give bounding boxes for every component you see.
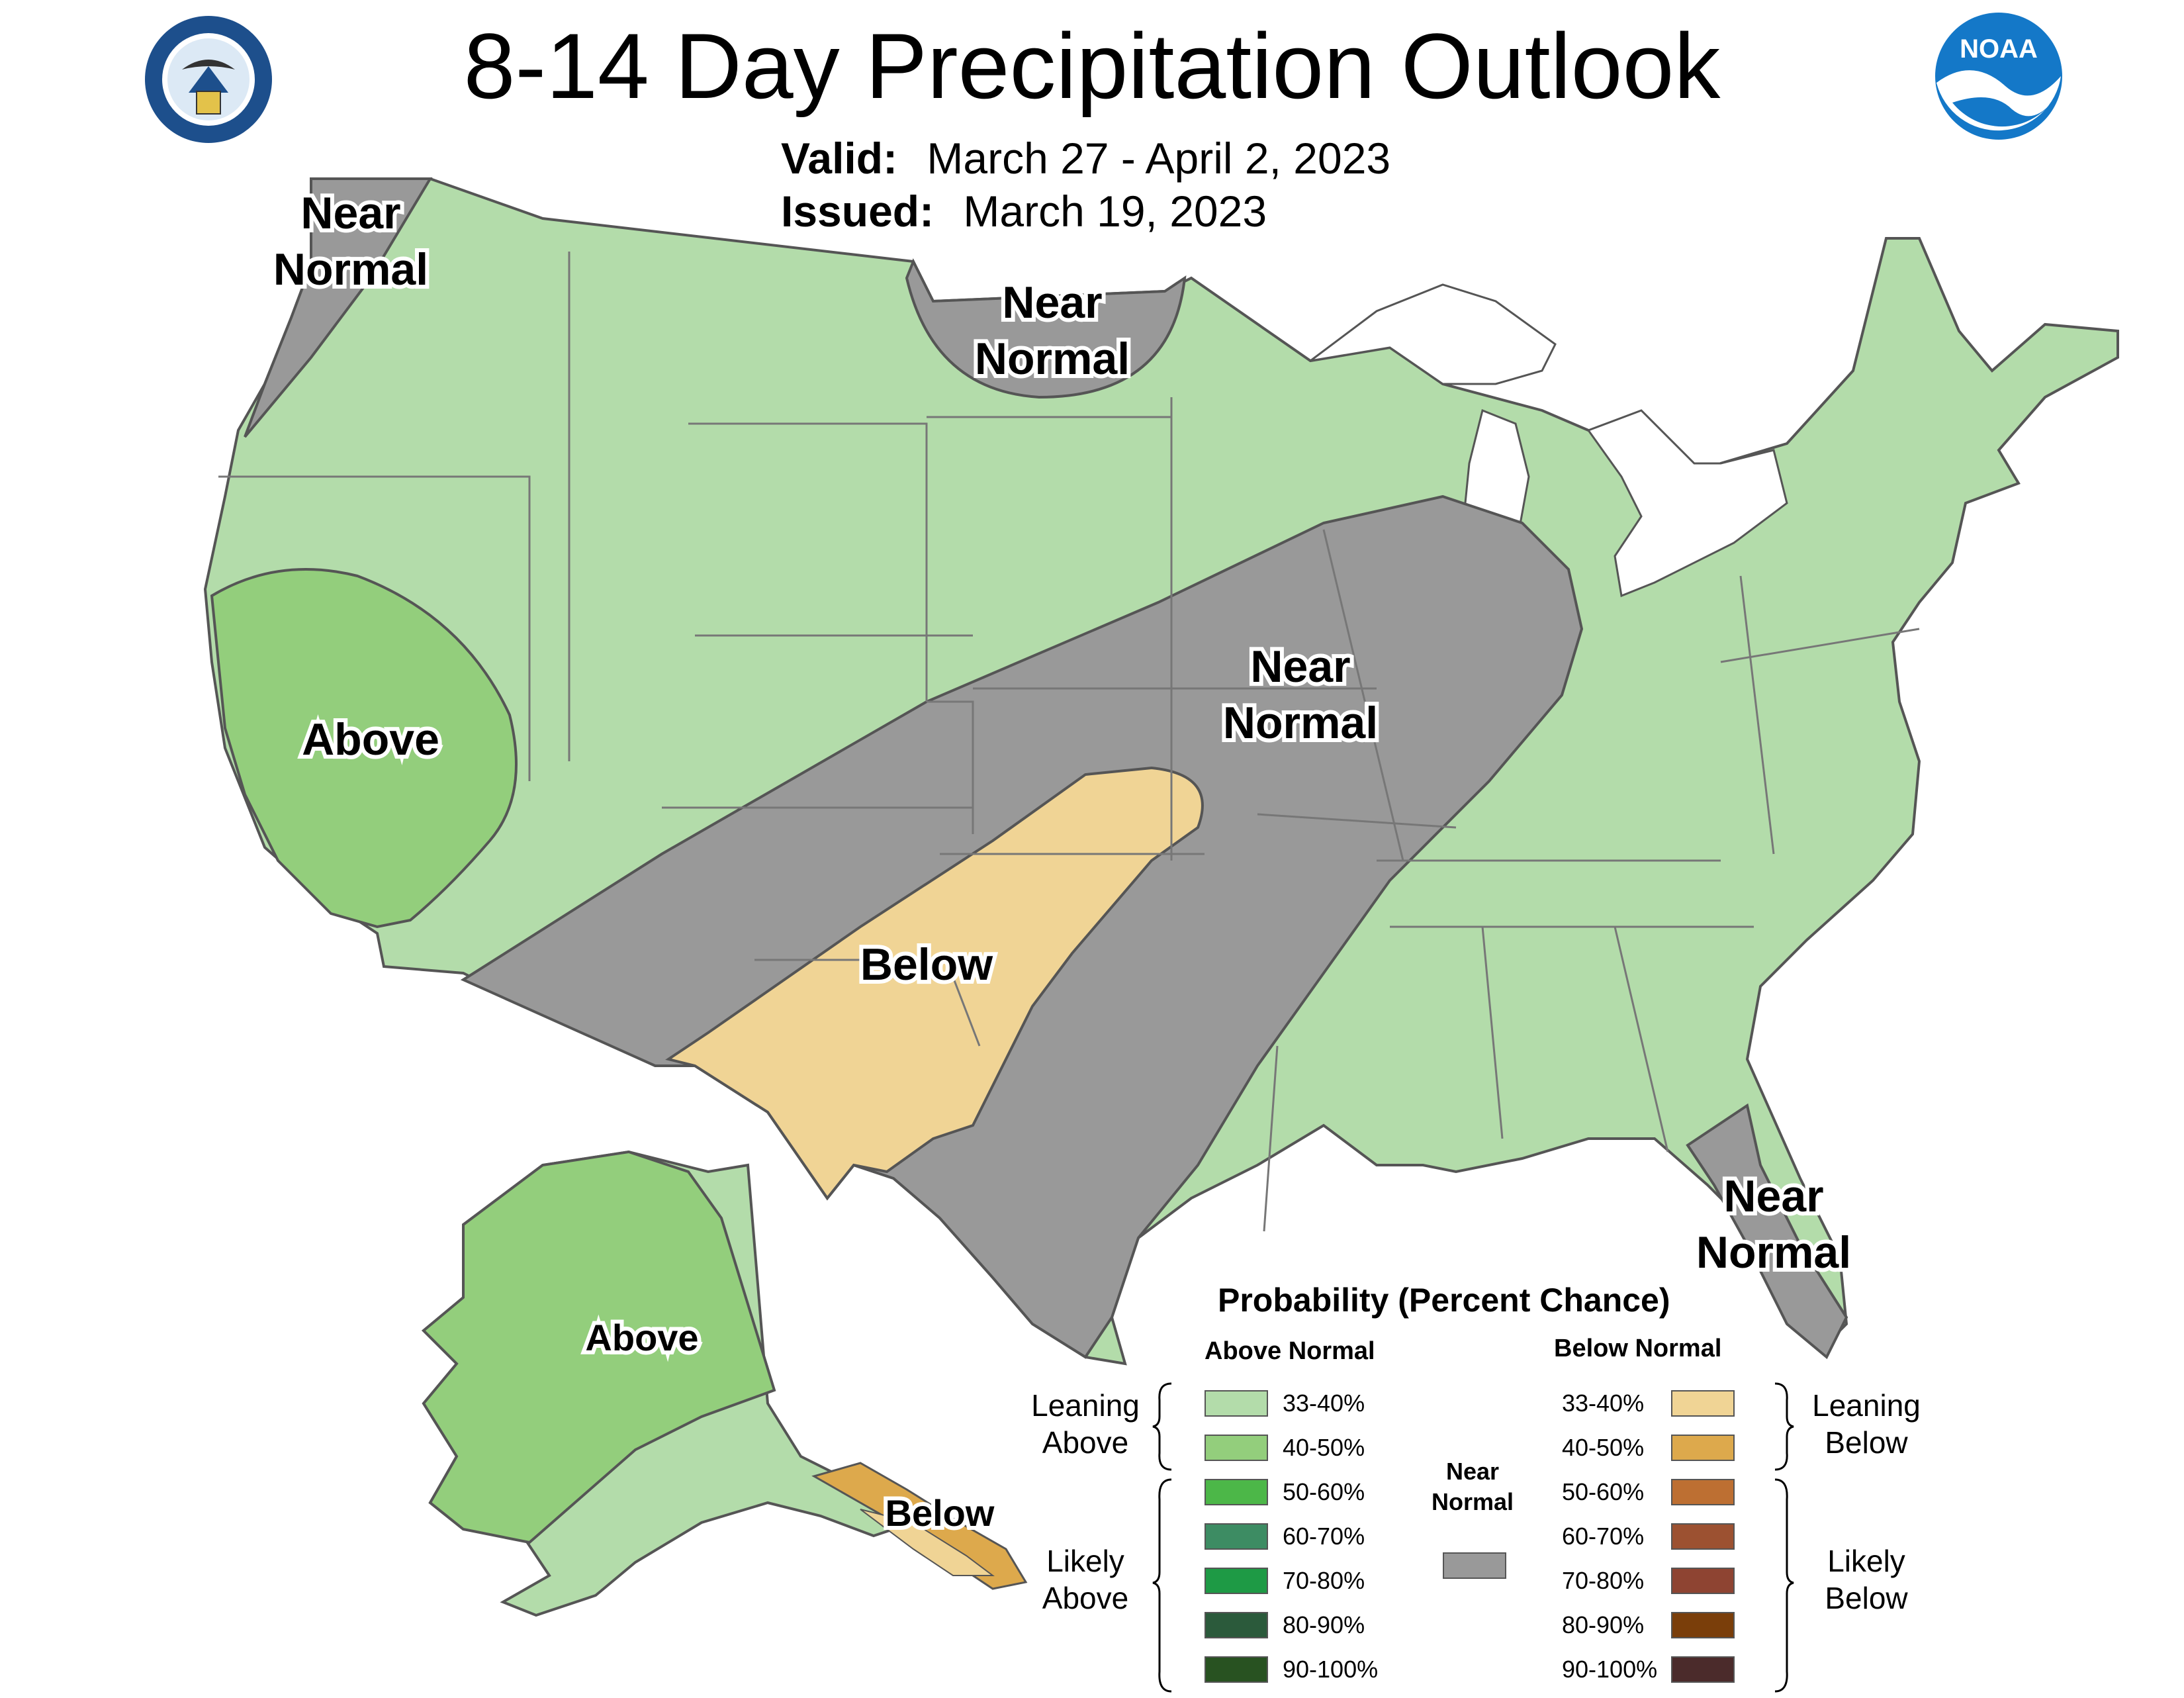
legend-above-label: 40-50% xyxy=(1283,1434,1365,1461)
florida-near-normal-region xyxy=(1686,1103,1848,1360)
legend-below-label: 80-90% xyxy=(1562,1611,1645,1638)
likely-below-line1: Likely xyxy=(1827,1544,1905,1578)
legend-above-swatch xyxy=(1205,1568,1268,1594)
alaska-panhandle-light-below xyxy=(860,1509,995,1576)
legend-above-label: 80-90% xyxy=(1283,1611,1365,1638)
northwest-label-line1: Near xyxy=(300,188,400,238)
legend-below-label: 33-40% xyxy=(1562,1390,1645,1417)
legend-above-swatch xyxy=(1205,1656,1268,1683)
leaning-above-line1: Leaning xyxy=(1031,1388,1140,1423)
southwest-below-region xyxy=(665,766,1204,1201)
great-lakes xyxy=(1310,283,1557,385)
florida-label-line1: Near xyxy=(1723,1171,1823,1221)
legend-below-swatch xyxy=(1671,1435,1735,1461)
legend-above-swatch xyxy=(1205,1435,1268,1461)
valid-label: Valid: xyxy=(781,134,898,183)
leaning-below-line2: Below xyxy=(1825,1425,1908,1460)
legend-above-label: 70-80% xyxy=(1283,1567,1365,1594)
likely-below-line2: Below xyxy=(1825,1581,1908,1615)
legend-below-list: 33-40% 40-50% 50-60% 60-70% 70-80% 80-90% 90-1… xyxy=(1549,1390,1760,1695)
florida-label-line2: Normal xyxy=(1696,1227,1851,1278)
legend-above-swatch xyxy=(1205,1390,1268,1417)
north-central-near-normal-region xyxy=(905,258,1187,399)
leaning-above-line2: Above xyxy=(1042,1425,1129,1460)
north-central-label-line1: Near xyxy=(1002,277,1102,328)
below-braces xyxy=(1774,1382,1794,1693)
legend-below-swatch xyxy=(1671,1612,1735,1638)
northwest-label-line2: Normal xyxy=(273,244,428,295)
california-label: Above xyxy=(302,714,439,765)
issued-label: Issued: xyxy=(781,187,934,236)
legend-above-header: Above Normal xyxy=(1205,1337,1375,1365)
likely-above-line2: Above xyxy=(1042,1581,1129,1615)
legend-below-swatch xyxy=(1671,1390,1735,1417)
legend-below-label: 40-50% xyxy=(1562,1434,1645,1461)
lake-huron-erie-ontario xyxy=(1586,409,1788,598)
central-label-line2: Normal xyxy=(1223,698,1378,748)
near-normal-legend-line1: Near xyxy=(1445,1458,1500,1485)
page-title: 8-14 Day Precipitation Outlook xyxy=(463,14,1721,118)
legend-above-label: 50-60% xyxy=(1283,1478,1365,1505)
legend-below-swatch xyxy=(1671,1523,1735,1550)
likely-above-line1: Likely xyxy=(1046,1544,1124,1578)
alaska-label: Above xyxy=(585,1317,698,1358)
legend-above-label: 33-40% xyxy=(1283,1390,1365,1417)
legend-below-label: 50-60% xyxy=(1562,1478,1645,1505)
valid-value: March 27 - April 2, 2023 xyxy=(927,134,1391,183)
northwest-near-normal-region xyxy=(244,177,433,438)
likely-below-label: Likely Below xyxy=(1800,1542,1933,1617)
near-normal-legend-line2: Normal xyxy=(1431,1488,1514,1515)
california-above-region xyxy=(210,568,518,929)
legend-below-label: 60-70% xyxy=(1562,1523,1645,1550)
legend-above-label: 60-70% xyxy=(1283,1523,1365,1550)
above-braces xyxy=(1152,1382,1172,1693)
legend-below-swatch xyxy=(1671,1568,1735,1594)
southwest-label: Below xyxy=(860,939,993,990)
commerce-seal-icon xyxy=(145,16,272,143)
legend-below-header: Below Normal xyxy=(1554,1335,1722,1362)
state-borders xyxy=(218,252,1920,1232)
legend-below-swatch xyxy=(1671,1479,1735,1505)
near-normal-swatch xyxy=(1443,1552,1506,1579)
leaning-below-line1: Leaning xyxy=(1812,1388,1921,1423)
legend-above-label: 90-100% xyxy=(1283,1656,1379,1683)
legend-below-label: 70-80% xyxy=(1562,1567,1645,1594)
legend-above-swatch xyxy=(1205,1523,1268,1550)
legend-title: Probability (Percent Chance) xyxy=(1218,1282,1670,1319)
noaa-logo-text: NOAA xyxy=(1960,34,2038,64)
leaning-above-label: Leaning Above xyxy=(1019,1387,1152,1461)
legend-above-swatch xyxy=(1205,1479,1268,1505)
legend-above-list: 33-40% 40-50% 50-60% 60-70% 70-80% 80-90% 90-1… xyxy=(1205,1390,1416,1695)
near-normal-legend-label: Near Normal xyxy=(1416,1456,1529,1517)
likely-above-label: Likely Above xyxy=(1019,1542,1152,1617)
central-label-line1: Near xyxy=(1250,641,1350,692)
legend-below-swatch xyxy=(1671,1656,1735,1683)
issued-value: March 19, 2023 xyxy=(963,187,1267,236)
valid-dates: Valid: March 27 - April 2, 2023 xyxy=(781,132,1390,184)
leaning-below-label: Leaning Below xyxy=(1800,1387,1933,1461)
alaska-south-label: Below xyxy=(886,1492,995,1534)
issued-date: Issued: March 19, 2023 xyxy=(781,185,1267,237)
legend-above-swatch xyxy=(1205,1612,1268,1638)
north-central-label-line2: Normal xyxy=(975,334,1130,384)
legend-below-label: 90-100% xyxy=(1562,1656,1658,1683)
noaa-logo-icon: NOAA xyxy=(1935,13,2062,140)
alaska-above-region xyxy=(422,1150,776,1544)
